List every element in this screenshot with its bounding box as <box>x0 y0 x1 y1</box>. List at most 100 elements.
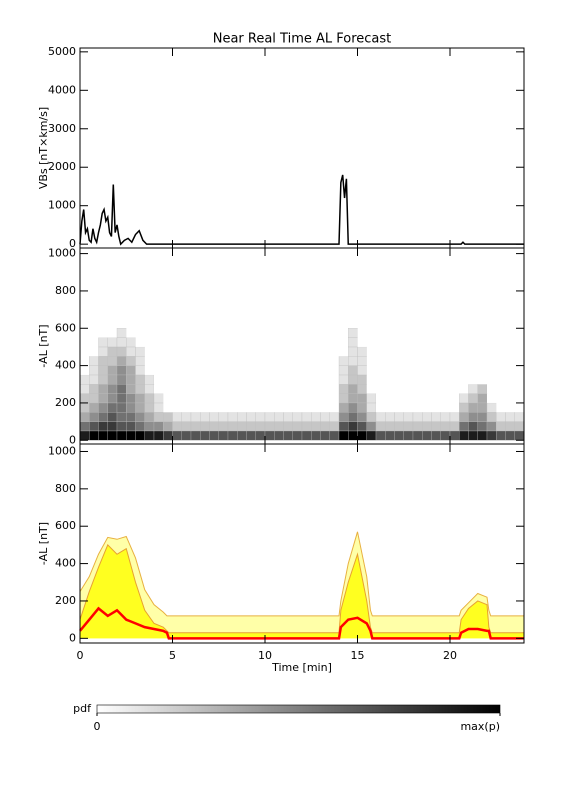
heat-cell <box>496 374 506 385</box>
heat-cell <box>79 393 90 404</box>
x-tick-label: 10 <box>258 649 272 662</box>
heat-cell <box>366 346 376 357</box>
heat-cell <box>89 384 99 394</box>
heat-cell <box>385 421 395 432</box>
heat-cell <box>394 337 404 347</box>
heat-cell <box>450 384 460 394</box>
heat-cell <box>311 430 321 441</box>
heat-cell <box>477 412 488 422</box>
heat-cell <box>107 374 118 385</box>
heat-cell <box>264 430 275 441</box>
heat-cell <box>514 346 524 357</box>
heat-cell <box>218 356 228 366</box>
heat-cell <box>292 374 302 385</box>
heat-cell <box>385 374 395 385</box>
heat-cell <box>172 346 182 357</box>
heat-cell <box>172 328 182 338</box>
heat-cell <box>228 337 238 347</box>
heat-cell <box>228 393 238 403</box>
heat-cell <box>292 346 302 357</box>
heat-cell <box>181 346 191 357</box>
heat-cell <box>218 384 228 394</box>
heat-cell <box>237 430 247 441</box>
heat-cell <box>338 412 349 422</box>
heat-cell <box>209 412 219 422</box>
heat-cell <box>209 393 219 403</box>
heat-cell <box>126 337 136 348</box>
heat-cell <box>311 402 321 413</box>
heat-cell <box>265 346 275 357</box>
heat-cell <box>80 346 90 357</box>
heat-cell <box>274 402 284 413</box>
heat-cell <box>89 421 99 432</box>
heat-cell <box>107 384 118 394</box>
heat-cell <box>237 393 247 403</box>
heat-cell <box>228 328 238 338</box>
heat-cell <box>154 365 164 375</box>
heat-cell <box>265 356 275 366</box>
heat-cell <box>496 365 506 375</box>
heat-cell <box>283 402 293 413</box>
heat-cell <box>283 393 293 403</box>
heat-cell <box>486 402 497 413</box>
heat-cell <box>320 421 330 432</box>
heat-cell <box>98 346 108 357</box>
heat-cell <box>237 337 247 347</box>
heat-cell <box>431 430 441 441</box>
heat-cell <box>98 412 108 422</box>
heat-cell <box>468 365 478 375</box>
heat-cell <box>376 356 386 366</box>
heat-cell <box>311 374 321 385</box>
heat-cell <box>376 402 386 413</box>
heat-cell <box>450 374 460 385</box>
heat-cell <box>265 384 275 394</box>
heat-cell <box>200 430 210 441</box>
heat-cell <box>412 421 423 432</box>
heat-cell <box>376 337 386 347</box>
heat-cell <box>302 402 312 413</box>
heat-cell <box>191 393 201 403</box>
heat-cell <box>302 346 312 357</box>
heat-cell <box>403 384 413 394</box>
heat-cell <box>191 402 201 413</box>
heat-cell <box>209 365 219 375</box>
heat-cell <box>98 337 108 348</box>
heat-cell <box>237 402 247 413</box>
heat-cell <box>190 421 201 432</box>
heat-cell <box>348 365 358 376</box>
heat-cell <box>422 430 432 441</box>
y-tick-label: 0 <box>69 237 76 250</box>
heat-cell <box>107 421 118 432</box>
heat-cell <box>292 384 302 394</box>
heat-cell <box>422 402 432 413</box>
heat-cell <box>487 337 497 347</box>
heat-cell <box>468 384 478 394</box>
heat-cell <box>403 328 413 338</box>
heat-cell <box>403 356 413 366</box>
heat-cell <box>135 356 145 366</box>
heat-cell <box>228 384 238 394</box>
heat-cell <box>450 328 460 338</box>
heat-cell <box>274 337 284 347</box>
heat-cell <box>320 374 330 385</box>
heat-cell <box>329 337 339 347</box>
y-tick-label: 5000 <box>48 45 76 58</box>
heat-cell <box>237 374 247 385</box>
heat-cell <box>89 393 99 404</box>
heat-cell <box>357 346 367 357</box>
heat-cell <box>385 328 395 338</box>
heat-cell <box>487 328 497 338</box>
heat-cell <box>385 384 395 394</box>
heat-cell <box>255 384 265 394</box>
heat-cell <box>227 412 238 422</box>
heat-cell <box>181 430 192 441</box>
heat-cell <box>292 328 302 338</box>
heat-cell <box>413 346 423 357</box>
heat-cell <box>348 337 358 348</box>
heat-cell <box>144 412 155 422</box>
heat-cell <box>228 346 238 357</box>
heat-cell <box>394 384 404 394</box>
heat-cell <box>79 430 90 441</box>
heat-cell <box>116 356 127 366</box>
heat-cell <box>116 412 127 422</box>
